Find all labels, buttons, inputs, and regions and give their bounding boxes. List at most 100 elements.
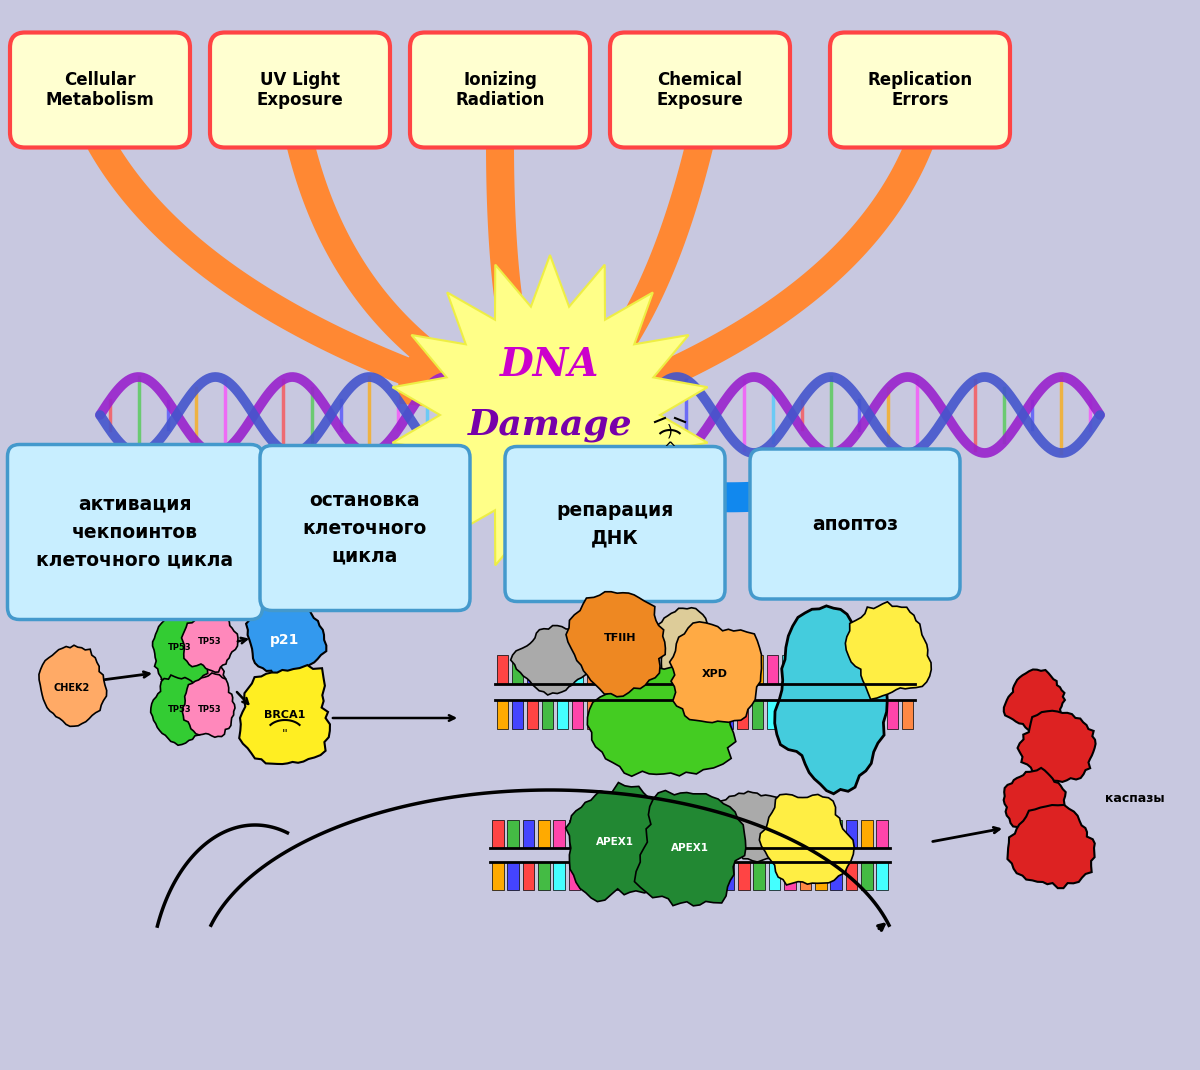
- Text: p21: p21: [270, 633, 300, 647]
- Polygon shape: [677, 655, 689, 684]
- Polygon shape: [661, 820, 673, 847]
- Polygon shape: [151, 675, 210, 745]
- Polygon shape: [600, 862, 611, 890]
- Text: BRCA1: BRCA1: [264, 710, 306, 720]
- Polygon shape: [775, 606, 887, 794]
- Text: UV Light
Exposure: UV Light Exposure: [257, 71, 343, 109]
- Text: TP53: TP53: [198, 705, 222, 715]
- Polygon shape: [614, 862, 626, 890]
- Text: APEX1: APEX1: [596, 837, 634, 847]
- Polygon shape: [1003, 670, 1064, 731]
- Polygon shape: [707, 820, 719, 847]
- Polygon shape: [721, 655, 733, 684]
- Polygon shape: [587, 700, 598, 729]
- Polygon shape: [557, 655, 569, 684]
- Text: остановка
клеточного
цикла: остановка клеточного цикла: [302, 490, 427, 566]
- Polygon shape: [239, 666, 330, 764]
- Text: Chemical
Exposure: Chemical Exposure: [656, 71, 743, 109]
- FancyBboxPatch shape: [10, 32, 190, 148]
- Text: ": ": [282, 729, 288, 742]
- Polygon shape: [550, 137, 932, 421]
- Polygon shape: [571, 655, 583, 684]
- Polygon shape: [587, 655, 598, 684]
- Polygon shape: [799, 820, 811, 847]
- Polygon shape: [1008, 805, 1094, 888]
- Polygon shape: [600, 820, 611, 847]
- Polygon shape: [781, 655, 793, 684]
- Polygon shape: [857, 700, 869, 729]
- Polygon shape: [492, 862, 504, 890]
- Polygon shape: [566, 592, 666, 697]
- Polygon shape: [876, 820, 888, 847]
- Polygon shape: [815, 862, 827, 890]
- Polygon shape: [871, 655, 883, 684]
- Polygon shape: [692, 862, 703, 890]
- Polygon shape: [842, 655, 853, 684]
- Polygon shape: [876, 862, 888, 890]
- Polygon shape: [767, 655, 779, 684]
- Polygon shape: [246, 600, 326, 684]
- Polygon shape: [707, 862, 719, 890]
- Polygon shape: [902, 655, 913, 684]
- Polygon shape: [88, 136, 550, 421]
- Polygon shape: [797, 655, 809, 684]
- Polygon shape: [584, 820, 596, 847]
- Polygon shape: [523, 820, 534, 847]
- Polygon shape: [751, 655, 763, 684]
- Polygon shape: [614, 820, 626, 847]
- Polygon shape: [511, 655, 523, 684]
- Polygon shape: [887, 700, 898, 729]
- Polygon shape: [161, 647, 226, 708]
- Polygon shape: [722, 820, 734, 847]
- Polygon shape: [365, 460, 524, 521]
- Polygon shape: [601, 655, 613, 684]
- Polygon shape: [565, 470, 632, 516]
- Polygon shape: [569, 820, 581, 847]
- Polygon shape: [661, 700, 673, 729]
- Text: репарация
ДНК: репарация ДНК: [557, 501, 673, 548]
- Polygon shape: [815, 820, 827, 847]
- Polygon shape: [677, 820, 688, 847]
- Polygon shape: [830, 862, 842, 890]
- Polygon shape: [511, 626, 594, 696]
- Polygon shape: [557, 700, 569, 729]
- Polygon shape: [630, 862, 642, 890]
- Text: Replication
Errors: Replication Errors: [868, 71, 972, 109]
- FancyBboxPatch shape: [830, 32, 1010, 148]
- Polygon shape: [647, 655, 658, 684]
- Text: APEX1: APEX1: [671, 843, 709, 853]
- Text: активация
чекпоинтов
клеточного цикла: активация чекпоинтов клеточного цикла: [36, 494, 234, 569]
- Polygon shape: [722, 862, 734, 890]
- Polygon shape: [628, 454, 856, 521]
- Text: CHEK2: CHEK2: [54, 683, 90, 693]
- Polygon shape: [862, 820, 872, 847]
- Polygon shape: [1003, 768, 1066, 831]
- Polygon shape: [542, 700, 553, 729]
- Text: каспазы: каспазы: [1105, 792, 1165, 805]
- Polygon shape: [830, 820, 842, 847]
- Polygon shape: [601, 700, 613, 729]
- Text: TP53: TP53: [168, 643, 192, 653]
- Polygon shape: [707, 655, 718, 684]
- Polygon shape: [811, 700, 823, 729]
- Polygon shape: [677, 862, 688, 890]
- FancyBboxPatch shape: [610, 32, 790, 148]
- Polygon shape: [508, 820, 518, 847]
- Polygon shape: [845, 601, 931, 700]
- Polygon shape: [751, 700, 763, 729]
- FancyBboxPatch shape: [410, 32, 590, 148]
- Polygon shape: [523, 862, 534, 890]
- Polygon shape: [862, 862, 872, 890]
- Polygon shape: [571, 700, 583, 729]
- Text: DNA: DNA: [500, 346, 600, 384]
- Polygon shape: [527, 700, 538, 729]
- Polygon shape: [287, 139, 550, 421]
- Polygon shape: [737, 700, 749, 729]
- Polygon shape: [511, 700, 523, 729]
- Polygon shape: [797, 700, 809, 729]
- Polygon shape: [692, 820, 703, 847]
- Polygon shape: [902, 700, 913, 729]
- Polygon shape: [769, 820, 780, 847]
- Text: Cellular
Metabolism: Cellular Metabolism: [46, 71, 155, 109]
- Polygon shape: [565, 782, 667, 902]
